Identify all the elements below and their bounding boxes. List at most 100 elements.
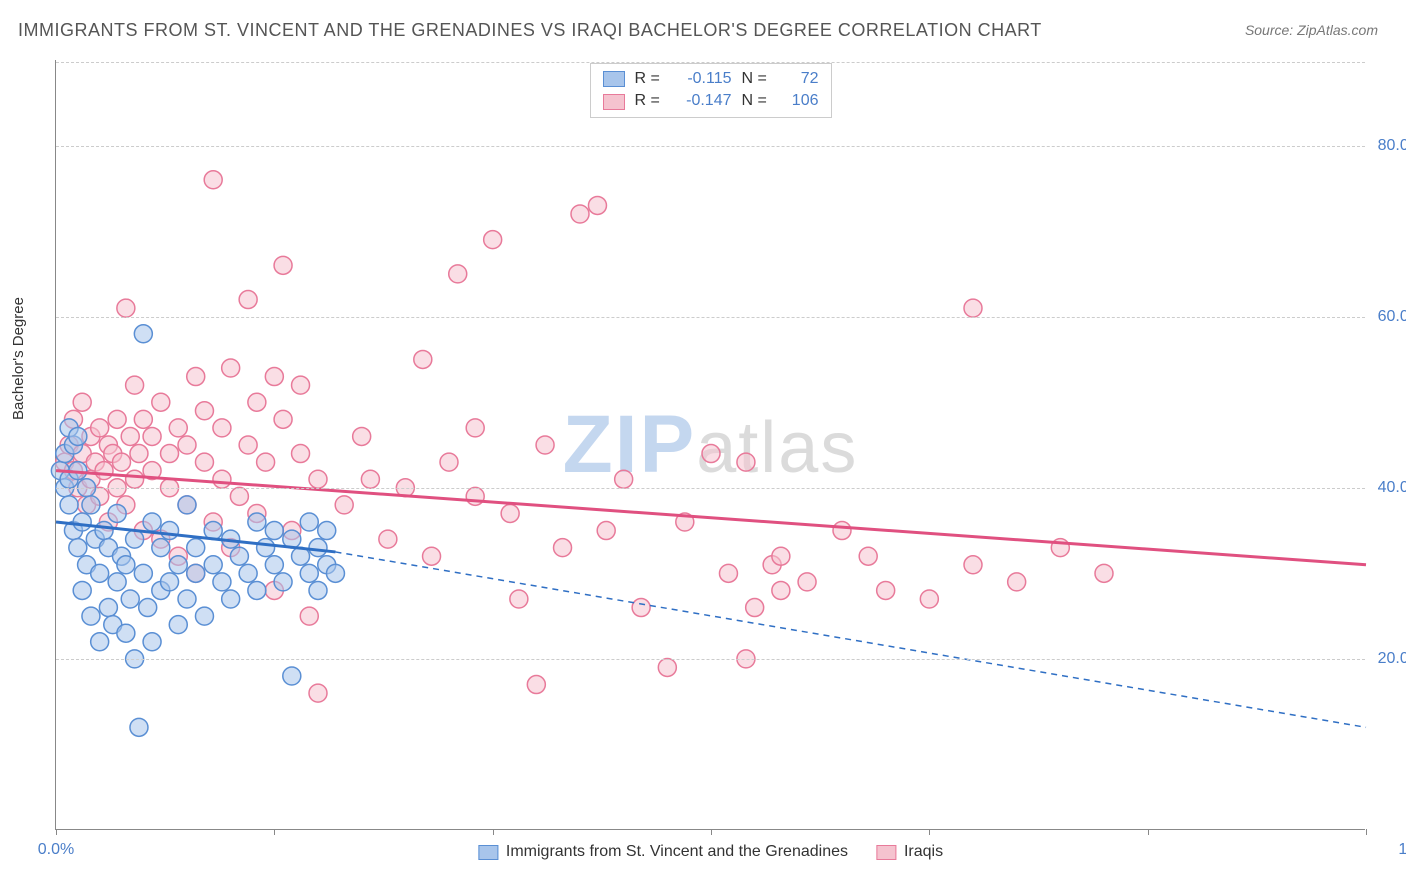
data-point [527, 676, 545, 694]
data-point [772, 547, 790, 565]
data-point [300, 607, 318, 625]
legend-n-label: N = [742, 90, 774, 112]
legend-r-value-blue: -0.115 [677, 68, 732, 90]
data-point [187, 564, 205, 582]
data-point [597, 522, 615, 540]
data-point [130, 718, 148, 736]
data-point [117, 624, 135, 642]
data-point [195, 607, 213, 625]
data-point [737, 453, 755, 471]
data-point [126, 376, 144, 394]
data-point [554, 539, 572, 557]
data-point [309, 684, 327, 702]
data-point [178, 496, 196, 514]
data-point [95, 462, 113, 480]
data-point [248, 581, 266, 599]
scatter-svg [56, 60, 1365, 829]
data-point [859, 547, 877, 565]
data-point [423, 547, 441, 565]
data-point [161, 573, 179, 591]
data-point [143, 513, 161, 531]
data-point [108, 573, 126, 591]
gridline [56, 317, 1365, 318]
y-tick-label: 80.0% [1378, 137, 1406, 155]
data-point [283, 667, 301, 685]
data-point [152, 393, 170, 411]
data-point [309, 470, 327, 488]
data-point [353, 427, 371, 445]
data-point [222, 590, 240, 608]
gridline [56, 62, 1365, 63]
data-point [719, 564, 737, 582]
data-point [414, 350, 432, 368]
legend-label-blue: Immigrants from St. Vincent and the Gren… [506, 843, 848, 861]
data-point [265, 368, 283, 386]
data-point [658, 658, 676, 676]
legend-label-pink: Iraqis [904, 843, 943, 861]
data-point [702, 445, 720, 463]
legend-swatch-pink [603, 94, 625, 110]
legend-n-label: N = [742, 68, 774, 90]
data-point [588, 196, 606, 214]
legend-series: Immigrants from St. Vincent and the Gren… [478, 843, 943, 861]
data-point [82, 496, 100, 514]
data-point [449, 265, 467, 283]
legend-r-label: R = [635, 90, 667, 112]
data-point [143, 427, 161, 445]
data-point [536, 436, 554, 454]
data-point [73, 513, 91, 531]
data-point [248, 393, 266, 411]
data-point [920, 590, 938, 608]
data-point [222, 359, 240, 377]
y-tick-label: 40.0% [1378, 479, 1406, 497]
x-tick [56, 829, 57, 835]
data-point [134, 325, 152, 343]
data-point [379, 530, 397, 548]
chart-title: IMMIGRANTS FROM ST. VINCENT AND THE GREN… [18, 20, 1042, 41]
data-point [615, 470, 633, 488]
data-point [126, 530, 144, 548]
data-point [230, 487, 248, 505]
data-point [108, 410, 126, 428]
data-point [178, 436, 196, 454]
y-tick-label: 60.0% [1378, 308, 1406, 326]
gridline [56, 146, 1365, 147]
chart-plot-area: ZIPatlas R = -0.115 N = 72 R = -0.147 N … [55, 60, 1365, 830]
data-point [69, 427, 87, 445]
x-tick [274, 829, 275, 835]
data-point [117, 556, 135, 574]
data-point [134, 410, 152, 428]
data-point [239, 436, 257, 454]
data-point [257, 539, 275, 557]
data-point [187, 368, 205, 386]
data-point [335, 496, 353, 514]
x-tick [711, 829, 712, 835]
data-point [230, 547, 248, 565]
data-point [300, 564, 318, 582]
legend-row-blue: R = -0.115 N = 72 [603, 68, 819, 90]
data-point [91, 633, 109, 651]
data-point [1008, 573, 1026, 591]
data-point [82, 607, 100, 625]
data-point [964, 299, 982, 317]
data-point [265, 522, 283, 540]
data-point [161, 445, 179, 463]
trend-line-dashed [335, 552, 1366, 727]
x-tick [929, 829, 930, 835]
data-point [300, 513, 318, 531]
legend-row-pink: R = -0.147 N = 106 [603, 90, 819, 112]
legend-swatch-blue [478, 845, 498, 860]
data-point [1095, 564, 1113, 582]
data-point [117, 299, 135, 317]
x-tick-label-left: 0.0% [38, 841, 74, 859]
data-point [248, 513, 266, 531]
data-point [178, 590, 196, 608]
data-point [326, 564, 344, 582]
data-point [213, 470, 231, 488]
data-point [632, 599, 650, 617]
data-point [60, 496, 78, 514]
data-point [798, 573, 816, 591]
gridline [56, 659, 1365, 660]
data-point [134, 564, 152, 582]
data-point [772, 581, 790, 599]
